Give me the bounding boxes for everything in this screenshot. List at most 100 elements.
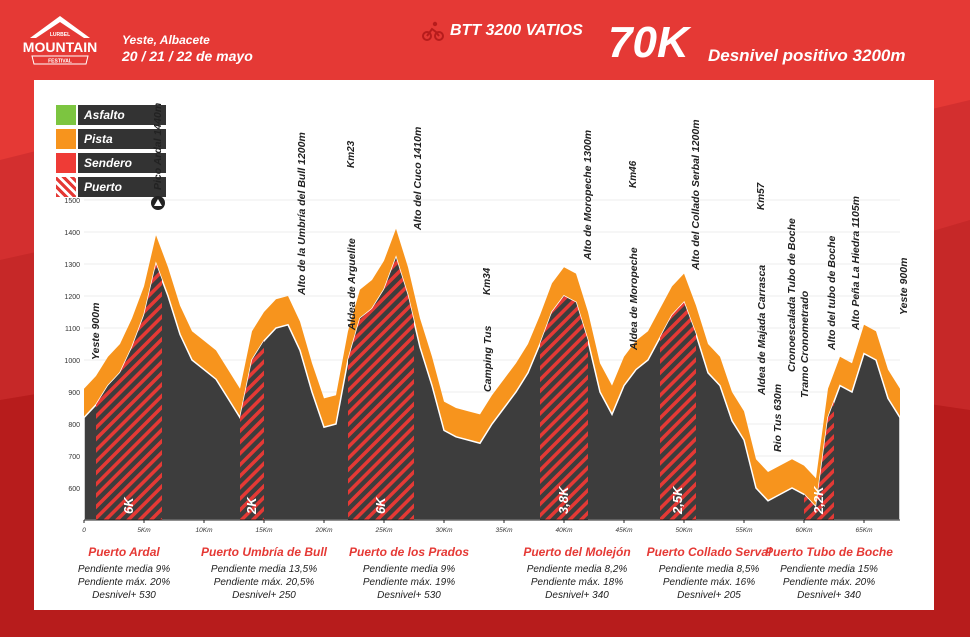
climb-media: Pendiente media 13,5%	[210, 564, 318, 575]
waypoint-label: Aldea de Moropeche	[628, 247, 640, 350]
climb-name: Puerto del Molejón	[523, 545, 631, 559]
waypoint-label: Cronoescalada Tubo de Boche	[786, 218, 798, 372]
climb-desnivel: Desnivel+ 340	[545, 590, 609, 601]
climb-desnivel: Desnivel+ 530	[92, 590, 156, 601]
climb-name: Puerto Tubo de Boche	[765, 545, 893, 559]
waypoint-km: Km57	[756, 182, 767, 210]
x-tick-label: 55Km	[736, 527, 754, 534]
climb-stats-umbria: Puerto Umbría de Bull Pendiente media 13…	[189, 545, 339, 602]
climb-area	[660, 302, 696, 520]
elevation-title: Desnivel positivo 3200m	[708, 46, 906, 65]
waypoint-label: Alto Peña La Hiedra 1105m	[850, 195, 862, 330]
climb-max: Pendiente máx. 19%	[362, 577, 456, 588]
climb-desnivel: Desnivel+ 250	[232, 590, 296, 601]
climb-length-label: 2K	[244, 496, 259, 515]
y-tick-label: 1500	[64, 198, 80, 205]
climb-stats-serval: Puerto Collado Serval Pendiente media 8,…	[634, 545, 784, 602]
waypoint-label: Alto del Cuco 1410m	[412, 126, 424, 230]
waypoint-label: Tramo Cronometrado	[799, 290, 811, 398]
x-tick-label: 30Km	[436, 527, 454, 534]
waypoint-label: Rio Tus 630m	[772, 383, 784, 452]
cyclist-icon	[422, 20, 444, 42]
waypoint-label: Alto de la Umbría del Bull 1200m	[296, 132, 308, 295]
climb-stats-ardal: Puerto Ardal Pendiente media 9% Pendient…	[49, 545, 199, 602]
climb-area	[540, 296, 588, 520]
climb-media: Pendiente media 9%	[77, 564, 171, 575]
legend-swatch	[56, 153, 76, 173]
x-tick-label: 20Km	[315, 527, 334, 534]
climb-media: Pendiente media 15%	[780, 564, 878, 575]
waypoint-label: Aldea de Majada Carrasca	[756, 264, 768, 395]
climb-max: Pendiente máx. 20%	[77, 577, 171, 588]
waypoint-km: Km34	[482, 267, 493, 295]
climb-name: Puerto Umbría de Bull	[200, 545, 328, 559]
distance-title: 70K	[608, 18, 689, 67]
y-tick-label: 1000	[64, 358, 80, 365]
climb-length-label: 2,5K	[670, 485, 685, 515]
climb-media: Pendiente media 8,5%	[658, 564, 760, 575]
y-tick-label: 1200	[64, 294, 80, 301]
waypoint-label: Alto del tubo de Boche	[826, 235, 838, 350]
legend-pista: Pista	[56, 129, 166, 149]
event-title: BTT 3200 VATIOS	[450, 22, 583, 39]
summit-icon	[151, 196, 165, 210]
climb-desnivel: Desnivel+ 530	[377, 590, 441, 601]
climb-length-label: 3,8K	[556, 485, 571, 514]
waypoint-label: Camping Tus	[482, 325, 494, 392]
climb-length-label: 2,2K	[811, 485, 826, 515]
dates-text: 20 / 21 / 22 de mayo	[122, 48, 253, 64]
y-tick-label: 800	[68, 422, 80, 429]
legend-asfalto: Asfalto	[56, 105, 166, 125]
legend-puerto: Puerto	[56, 177, 166, 197]
x-tick-label: 60Km	[796, 527, 814, 534]
y-tick-label: 600	[68, 486, 80, 493]
climb-desnivel: Desnivel+ 340	[797, 590, 861, 601]
legend-swatch	[56, 177, 76, 197]
climb-length-label: 6K	[373, 496, 388, 514]
profile-panel: 6K 2K 6K 3,8K 2,5K 2,2K 600 700 800 900 1000 1100 1…	[34, 80, 934, 610]
climb-area	[348, 257, 414, 520]
y-tick-label: 1400	[64, 230, 80, 237]
climb-area	[804, 401, 834, 520]
logo-subtitle: FESTIVAL	[48, 59, 72, 65]
x-tick-label: 45Km	[616, 527, 634, 534]
climb-name: Puerto Ardal	[88, 545, 160, 559]
climb-area	[96, 264, 162, 520]
logo-brand: LURBEL	[50, 32, 70, 38]
legend-label: Pista	[78, 129, 166, 149]
waypoint-label: Yeste 900m	[90, 302, 102, 360]
x-tick-label: 15Km	[256, 527, 274, 534]
climb-length-label: 6K	[121, 496, 136, 514]
climb-media: Pendiente media 8,2%	[526, 564, 628, 575]
legend-label: Puerto	[78, 177, 166, 197]
climb-area	[240, 340, 264, 520]
climb-name: Puerto Collado Serval	[646, 545, 772, 559]
mountain-festival-logo: LURBEL MOUNTAIN FESTIVAL	[10, 12, 110, 72]
legend-swatch	[56, 105, 76, 125]
x-tick-label: 50Km	[676, 527, 694, 534]
x-tick-label: 0	[82, 527, 86, 534]
logo-title: MOUNTAIN	[23, 39, 97, 55]
climb-stats-prados: Puerto de los Prados Pendiente media 9% …	[334, 545, 484, 602]
x-tick-label: 10Km	[196, 527, 214, 534]
waypoint-label: Pico Ardal 1440m	[152, 102, 164, 190]
waypoint-label: Aldea de Arguelite	[346, 238, 358, 330]
y-tick-label: 700	[68, 454, 80, 461]
climb-max: Pendiente máx. 16%	[662, 577, 756, 588]
climb-stats-tubo-boche: Puerto Tubo de Boche Pendiente media 15%…	[754, 545, 904, 602]
waypoint-label: Alto del Collado Serbal 1200m	[690, 119, 702, 270]
y-tick-label: 1300	[64, 262, 80, 269]
climb-desnivel: Desnivel+ 205	[677, 590, 741, 601]
waypoint-km: Km46	[628, 160, 639, 188]
waypoint-label: Alto de Moropeche 1300m	[582, 129, 594, 260]
waypoint-label: Yeste 900m	[898, 257, 910, 315]
legend-label: Asfalto	[78, 105, 166, 125]
y-tick-label: 1100	[65, 326, 80, 333]
climb-name: Puerto de los Prados	[348, 545, 470, 559]
y-tick-label: 900	[68, 390, 80, 397]
legend-label: Sendero	[78, 153, 166, 173]
legend-swatch	[56, 129, 76, 149]
climb-max: Pendiente máx. 18%	[530, 577, 624, 588]
climb-max: Pendiente máx. 20%	[782, 577, 876, 588]
climb-max: Pendiente máx. 20,5%	[213, 577, 315, 588]
